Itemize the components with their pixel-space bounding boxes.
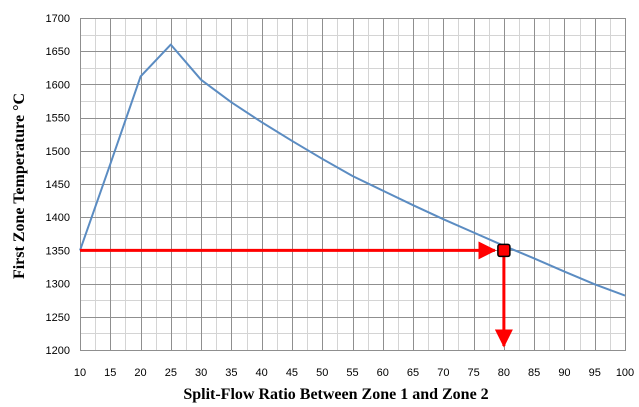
x-tick-label: 90	[558, 367, 570, 379]
x-axis-title: Split-Flow Ratio Between Zone 1 and Zone…	[183, 386, 488, 403]
y-tick-label: 1300	[46, 279, 70, 291]
series-line	[79, 43, 626, 297]
x-tick-label: 95	[589, 367, 601, 379]
x-tick-label: 30	[195, 367, 207, 379]
x-tick-label: 20	[134, 367, 146, 379]
y-tick-label: 1650	[46, 46, 70, 58]
x-tick-label: 55	[346, 367, 358, 379]
x-tick-label: 40	[256, 367, 268, 379]
x-tick-label: 65	[407, 367, 419, 379]
x-tick-label: 50	[316, 367, 328, 379]
y-tick-label: 1350	[46, 245, 70, 257]
x-tick-label: 35	[225, 367, 237, 379]
x-tick-label: 25	[165, 367, 177, 379]
grid-lines	[80, 18, 626, 351]
series-lines	[79, 43, 626, 297]
y-tick-label: 1550	[46, 113, 70, 125]
plot-frame	[80, 18, 626, 351]
y-tick-labels: 1200 1250 1300 1350 1400 1450 1500 1550 1600 1650…	[46, 13, 70, 357]
x-tick-label: 80	[498, 367, 510, 379]
x-tick-label: 70	[437, 367, 449, 379]
y-tick-label: 1450	[46, 179, 70, 191]
x-tick-label: 100	[616, 367, 634, 379]
x-tick-label: 45	[286, 367, 298, 379]
y-tick-label: 1400	[46, 212, 70, 224]
x-tick-label: 15	[104, 367, 116, 379]
y-axis-title: First Zone Temperature °C	[11, 93, 28, 279]
y-tick-label: 1700	[46, 13, 70, 25]
y-tick-label: 1200	[46, 345, 70, 357]
x-tick-labels: 10 15 20 25 30 35 40 45 50 55 60 65 70 75 80 85 90 95 100	[74, 367, 634, 379]
y-tick-label: 1500	[46, 146, 70, 158]
x-tick-label: 60	[377, 367, 389, 379]
y-tick-label: 1250	[46, 312, 70, 324]
x-tick-label: 85	[528, 367, 540, 379]
y-tick-label: 1600	[46, 79, 70, 91]
x-tick-label: 75	[467, 367, 479, 379]
x-tick-label: 10	[74, 367, 86, 379]
highlight-point	[497, 243, 511, 258]
plot-border	[80, 18, 626, 351]
annotation-arrows	[80, 241, 513, 348]
